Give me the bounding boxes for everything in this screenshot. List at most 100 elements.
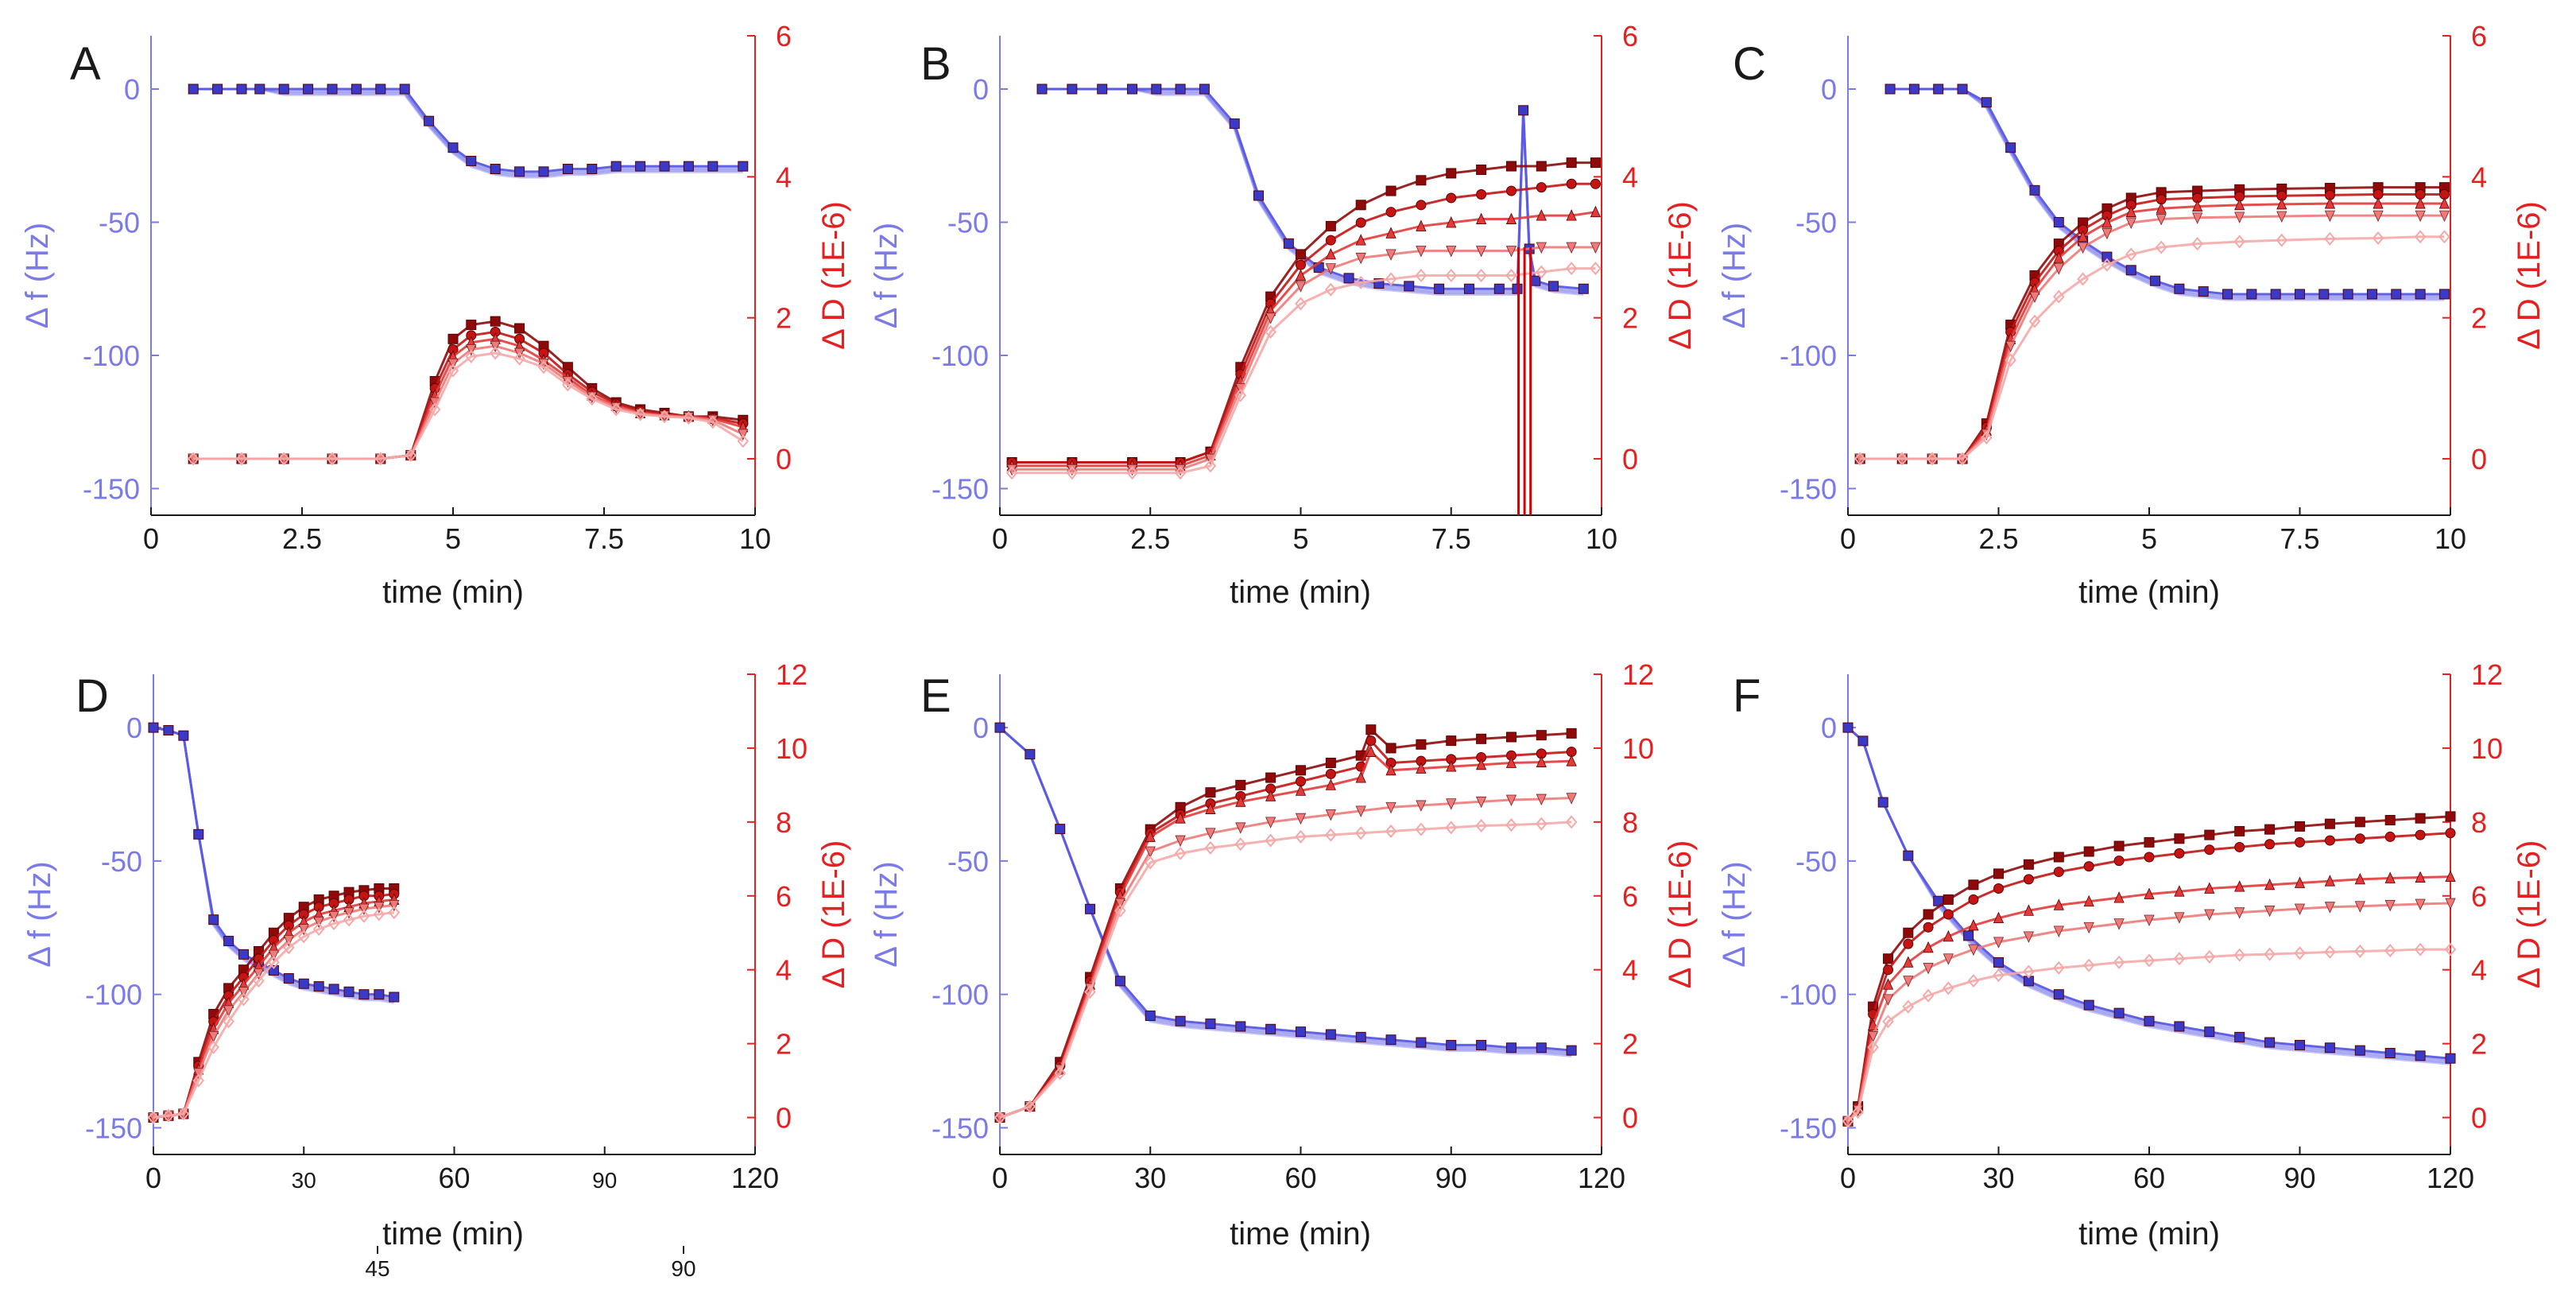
frequency-point [2270,289,2281,300]
dissipation-point [2174,912,2185,924]
dissipation-point [2276,197,2287,210]
dissipation-point [1265,817,1276,828]
left-tick-label: -150 [1780,473,1837,506]
dissipation-point [2444,942,2457,956]
dissipation-point [223,1005,234,1017]
series-dissipation [1842,942,2457,1128]
left-axis-label: Δ f (Hz) [20,223,55,328]
right-axis-label: Δ D (1E-6) [1663,840,1698,989]
x-axis-label: time (min) [382,575,524,610]
extra-label: 90 [671,1256,695,1281]
dissipation-point [1476,733,1487,744]
frequency-point [2144,1015,2155,1026]
left-tick-label: -50 [1795,845,1837,878]
left-tick-label: 0 [973,712,989,744]
dissipation-point [2125,205,2136,218]
frequency-point [1067,83,1078,95]
right-tick-label: 4 [2471,954,2487,987]
dissipation-point [2204,829,2215,840]
dissipation-point [2174,833,2185,844]
dissipation-line [1846,875,2451,1123]
dissipation-point [207,1040,220,1054]
dissipation-point [1234,837,1247,852]
dissipation-point [328,910,339,923]
frequency-point [1963,930,1974,941]
frequency-point [1036,83,1048,95]
dissipation-point [683,411,695,425]
dissipation-point [428,402,441,417]
dissipation-point [187,452,199,466]
dissipation-line [1012,211,1596,468]
dissipation-point [2101,227,2113,240]
left-axis-label: Δ f (Hz) [22,861,57,967]
frequency-point [2342,289,2353,300]
right-tick-label: 6 [1622,20,1638,52]
dissipation-point [2174,848,2185,859]
dissipation-point [1505,161,1517,172]
dissipation-point [1854,452,1866,466]
dissipation-line [193,320,743,460]
left-tick-label: -100 [932,979,989,1011]
dissipation-point [658,409,671,424]
left-tick-label: -150 [932,473,989,506]
right-axis-label: Δ D (1E-6) [816,201,851,350]
x-tick-label: 2.5 [1978,522,2018,555]
dissipation-point [1475,246,1487,258]
x-tick-label: 5 [2141,522,2157,555]
dissipation-point [1235,822,1246,834]
right-tick-label: 2 [776,302,792,335]
left-tick-label: -50 [1795,207,1837,239]
frequency-point [2438,289,2450,300]
frequency-point [1416,1037,1427,1048]
dissipation-point [1054,1066,1067,1081]
frequency-point [268,964,279,976]
dissipation-point [1365,735,1377,747]
frequency-point [587,164,598,174]
dissipation-point [1883,953,1894,964]
dissipation-point [2415,829,2426,840]
dissipation-point [1385,272,1397,286]
right-tick-label: 0 [2471,1102,2487,1135]
dissipation-point [1943,894,1954,905]
left-tick-label: -150 [932,1112,989,1144]
dissipation-point [1923,922,1934,933]
dissipation-point [2144,887,2155,899]
dissipation-point [1175,835,1186,848]
dissipation-point [2234,825,2245,836]
series-frequency [1036,83,1589,296]
dissipation-point [1446,168,1457,179]
dissipation-point [343,907,354,919]
dissipation-point [1204,840,1217,855]
frequency-point [2318,289,2330,300]
dissipation-point [1956,452,1969,466]
frequency-point [313,981,324,992]
dissipation-point [537,360,550,374]
right-tick-label: 8 [1622,806,1638,839]
dissipation-point [1205,787,1216,798]
x-tick-label: 7.5 [1431,522,1471,555]
dissipation-point [313,916,324,929]
dissipation-point [2155,240,2167,254]
frequency-line [1847,726,2451,1065]
dissipation-line [1012,246,1596,471]
x-tick-label: 30 [1982,1162,2014,1194]
x-tick-label: 60 [438,1162,470,1194]
dissipation-point [1325,263,1336,275]
frequency-point [1512,283,1523,294]
frequency-point [178,730,189,741]
dissipation-point [1882,1015,1894,1029]
dissipation-point [253,974,265,988]
right-tick-label: 10 [2471,732,2503,765]
x-tick-label: 90 [592,1168,617,1193]
dissipation-point [389,899,400,912]
dissipation-point [374,902,385,914]
dissipation-point [1415,268,1427,283]
dissipation-point [1385,824,1397,838]
dissipation-point [1205,828,1216,840]
frequency-point [328,984,339,995]
x-tick-label: 7.5 [2280,522,2319,555]
dissipation-point [235,452,248,466]
frequency-point [994,722,1005,733]
frequency-point [303,83,314,95]
dissipation-point [1416,200,1427,211]
